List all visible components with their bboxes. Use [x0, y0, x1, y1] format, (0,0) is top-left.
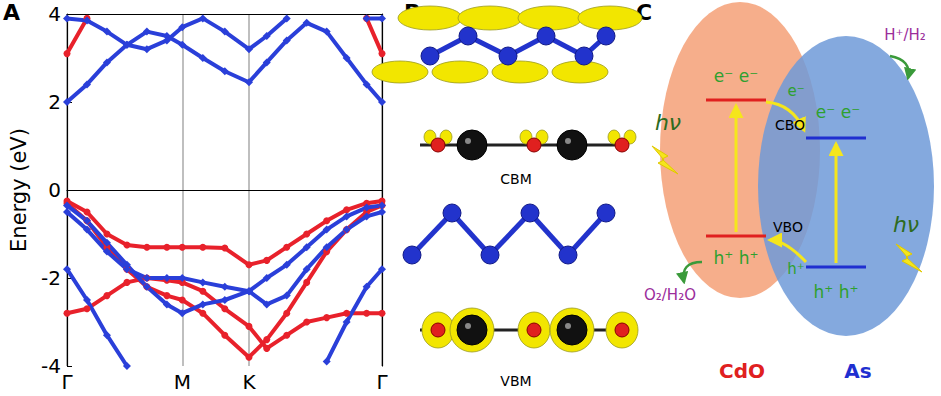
svg-text:-4: -4	[41, 354, 61, 378]
svg-text:h⁺ h⁺: h⁺ h⁺	[814, 282, 859, 302]
svg-text:Γ: Γ	[376, 370, 388, 394]
svg-text:e⁻ e⁻: e⁻ e⁻	[816, 102, 860, 122]
svg-text:hν: hν	[893, 212, 919, 237]
svg-text:h⁺ h⁺: h⁺ h⁺	[714, 248, 759, 268]
svg-text:Energy (eV): Energy (eV)	[7, 128, 31, 252]
svg-text:CdO: CdO	[719, 359, 765, 383]
svg-text:H⁺/H₂: H⁺/H₂	[884, 26, 926, 44]
svg-text:hν: hν	[655, 110, 681, 135]
svg-text:Γ: Γ	[61, 370, 73, 394]
svg-text:As: As	[844, 359, 871, 383]
svg-text:e⁻ e⁻: e⁻ e⁻	[714, 66, 758, 86]
svg-text:VBO: VBO	[773, 219, 803, 235]
svg-text:K: K	[242, 370, 256, 394]
svg-text:CBO: CBO	[775, 117, 805, 133]
svg-text:-2: -2	[41, 266, 61, 290]
svg-text:VBM: VBM	[500, 373, 531, 389]
svg-text:h⁺: h⁺	[787, 260, 804, 278]
svg-text:CBM: CBM	[500, 171, 531, 187]
svg-text:A: A	[3, 0, 20, 25]
svg-text:2: 2	[48, 90, 61, 114]
svg-text:e⁻: e⁻	[787, 82, 804, 100]
svg-text:C: C	[636, 0, 653, 25]
svg-text:4: 4	[48, 2, 61, 26]
svg-text:M: M	[174, 370, 191, 394]
svg-text:0: 0	[48, 178, 61, 202]
svg-text:O₂/H₂O: O₂/H₂O	[644, 286, 696, 304]
